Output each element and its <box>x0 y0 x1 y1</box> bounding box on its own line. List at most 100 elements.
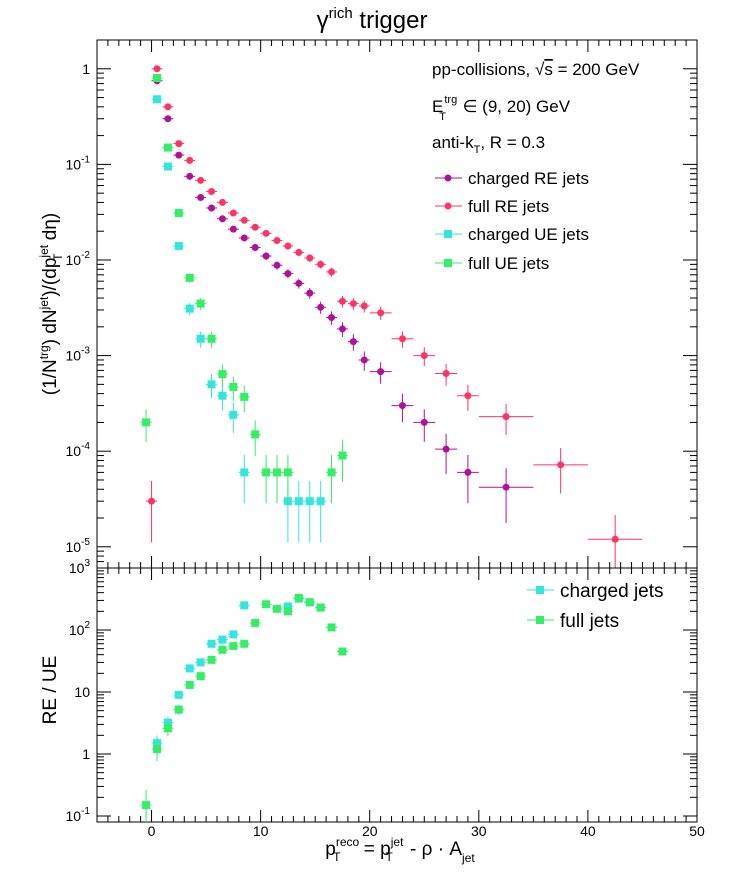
data-marker <box>218 645 227 654</box>
data-point <box>173 242 185 251</box>
data-marker <box>317 260 325 268</box>
data-marker <box>557 461 565 469</box>
data-marker <box>240 234 248 242</box>
data-point <box>173 151 185 159</box>
data-point <box>337 439 348 482</box>
data-point <box>315 480 327 543</box>
data-marker <box>349 338 357 346</box>
data-point <box>249 223 261 231</box>
data-point <box>358 351 370 371</box>
data-point <box>271 454 283 504</box>
data-point <box>162 162 174 171</box>
x-tick-label: 10 <box>253 823 269 839</box>
data-point <box>478 403 534 435</box>
data-point <box>533 448 588 494</box>
x-tick-label: 30 <box>471 823 487 839</box>
legend-marker <box>444 230 452 238</box>
chart-title: γrich trigger <box>317 5 428 34</box>
data-marker <box>174 209 183 218</box>
data-marker <box>153 65 161 73</box>
data-point <box>162 115 174 123</box>
data-point <box>282 602 294 611</box>
data-marker <box>218 391 227 400</box>
data-point <box>184 680 196 689</box>
data-marker <box>305 598 314 607</box>
data-marker <box>316 603 325 612</box>
data-marker <box>398 335 406 343</box>
data-point <box>238 454 250 504</box>
data-marker <box>175 140 183 148</box>
data-marker <box>240 639 249 648</box>
data-point <box>271 604 283 613</box>
legend-marker <box>444 259 452 267</box>
data-point <box>238 234 250 242</box>
data-marker <box>338 297 346 305</box>
data-point <box>195 298 207 310</box>
data-point <box>304 480 316 543</box>
x-tick-label: 0 <box>148 823 156 839</box>
data-point <box>391 331 414 348</box>
data-point <box>337 322 348 338</box>
data-point <box>315 301 327 314</box>
data-point <box>238 601 250 610</box>
data-marker <box>349 300 357 308</box>
data-point <box>217 384 228 411</box>
data-marker <box>207 380 216 389</box>
data-marker <box>142 418 151 427</box>
data-marker <box>377 368 385 376</box>
data-marker <box>186 172 194 180</box>
data-marker <box>502 413 510 421</box>
data-point <box>140 409 152 442</box>
data-marker <box>338 451 347 460</box>
data-point <box>195 176 207 184</box>
data-marker <box>185 273 194 282</box>
data-marker <box>273 236 281 244</box>
data-point <box>227 402 239 433</box>
data-marker <box>251 223 259 231</box>
data-point <box>435 433 457 474</box>
data-point <box>146 480 157 543</box>
data-point <box>151 95 163 104</box>
data-point <box>217 198 228 206</box>
data-point <box>238 385 250 413</box>
data-point <box>195 658 207 667</box>
data-marker <box>196 672 205 681</box>
data-marker <box>185 664 194 673</box>
data-point <box>238 639 250 648</box>
bottom-y-ticks: 10-1 1 10 102 103 <box>66 558 697 824</box>
data-marker <box>218 198 226 206</box>
data-marker <box>218 370 227 379</box>
top-panel-frame <box>96 39 698 569</box>
legend-label: charged jets <box>560 581 664 602</box>
data-point <box>217 635 228 644</box>
data-point <box>184 664 196 673</box>
top-y-ticks: 10-5 10-4 10-3 10-2 10-1 1 <box>66 39 697 569</box>
legend-label: full UE jets <box>468 254 549 273</box>
data-marker <box>240 216 248 224</box>
y-tick-label: 103 <box>69 558 91 576</box>
y-tick-label: 10-5 <box>66 537 91 555</box>
data-point <box>184 302 196 316</box>
data-marker <box>328 268 336 276</box>
data-marker <box>229 642 238 651</box>
data-marker <box>251 430 260 439</box>
data-marker <box>442 445 450 453</box>
data-point <box>413 409 436 442</box>
data-marker <box>327 468 336 477</box>
data-point <box>173 690 185 699</box>
data-point <box>173 209 185 218</box>
data-marker <box>305 497 314 506</box>
data-point <box>293 593 305 602</box>
legend-entry-full-re: full RE jets <box>435 197 549 216</box>
algorithm-annotation: anti-kT, R = 0.3 <box>432 133 545 156</box>
data-marker <box>164 103 172 111</box>
data-point <box>206 188 217 196</box>
y-tick-label: 1 <box>82 61 90 77</box>
data-marker <box>196 658 205 667</box>
data-marker <box>218 215 226 223</box>
data-point <box>478 468 534 523</box>
data-marker <box>153 745 161 754</box>
data-marker <box>420 352 428 360</box>
data-point <box>249 244 261 252</box>
legend-entry-full-jets: full jets <box>527 611 619 632</box>
